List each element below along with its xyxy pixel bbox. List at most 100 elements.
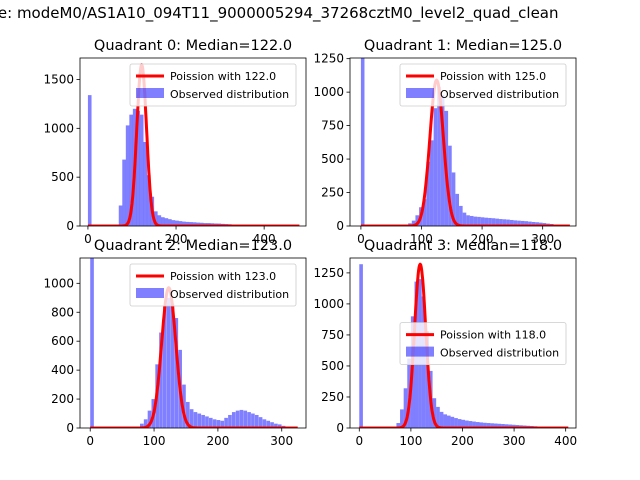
quadrant-1-hist-bar <box>520 220 525 226</box>
quadrant-2-hist-bar <box>239 409 244 428</box>
quadrant-2-title: Quadrant 2: Median=123.0 <box>94 238 292 254</box>
quadrant-1-hist-bar <box>473 216 478 226</box>
quadrant-2-xtick-label: 200 <box>206 434 229 448</box>
quadrant-0-legend-label-observed: Observed distribution <box>170 88 289 101</box>
quadrant-3-hist-bar <box>508 424 513 428</box>
quadrant-1-legend-label-observed: Observed distribution <box>440 88 559 101</box>
quadrant-3-legend-box <box>399 322 567 366</box>
quadrant-0-hist-bar <box>189 222 193 226</box>
figure-suptitle: n file: modeM0/AS1A10_094T11_9000005294_… <box>0 4 559 22</box>
quadrant-0-axes-frame <box>79 57 307 227</box>
quadrant-3-ytick-label: 1250 <box>313 266 344 280</box>
quadrant-0-hist-bar <box>129 114 133 226</box>
quadrant-1-hist-bar <box>517 220 521 226</box>
quadrant-2-legend-box <box>129 263 297 307</box>
quadrant-2-hist-bar <box>251 413 255 428</box>
quadrant-1-hist-bar <box>433 108 438 226</box>
quadrant-1-hist-bar <box>477 216 481 226</box>
quadrant-0-hist-bar <box>171 220 176 226</box>
quadrant-1-hist-bar <box>411 220 416 226</box>
quadrant-0-title: Quadrant 0: Median=122.0 <box>94 38 292 54</box>
quadrant-3-hist-bar <box>396 423 401 428</box>
quadrant-2-hist-bar <box>231 412 236 428</box>
quadrant-1-ytick-label: 1250 <box>313 52 344 66</box>
quadrant-3-hist-bar <box>359 264 363 428</box>
quadrant-3-hist-bar <box>450 416 455 428</box>
quadrant-1-hist-bar <box>524 221 529 226</box>
quadrant-0-legend-box <box>129 63 297 107</box>
quadrant-2-hist-bar <box>212 419 217 428</box>
quadrant-3-axes-frame <box>349 257 577 429</box>
quadrant-3-xtick-label: 300 <box>503 434 526 448</box>
quadrant-3-title: Quadrant 3: Median=118.0 <box>364 238 562 254</box>
quadrant-0-ytick-label: 0 <box>66 219 74 233</box>
quadrant-1-hist-bar <box>488 217 492 226</box>
quadrant-2-legend-label-observed: Observed distribution <box>170 288 289 301</box>
quadrant-1-hist-bar <box>502 219 507 226</box>
quadrant-0-legend-label-poisson: Poission with 122.0 <box>170 70 276 83</box>
quadrant-0-hist-bar <box>182 221 186 226</box>
quadrant-0-hist-bar <box>199 222 204 226</box>
quadrant-0-xtick-label: 200 <box>165 232 188 246</box>
quadrant-2-ytick-label: 800 <box>51 305 74 319</box>
quadrant-3-hist-bar <box>457 419 462 428</box>
quadrant-3-hist-bar <box>454 418 458 428</box>
quadrant-3-hist-bar <box>439 411 444 428</box>
quadrant-0-xtick-label: 400 <box>253 232 276 246</box>
quadrant-3-hist-bar <box>475 422 480 428</box>
quadrant-3-xtick-label: 100 <box>399 434 422 448</box>
quadrant-0-xtick-label: 0 <box>84 232 92 246</box>
quadrant-0-hist-bar <box>146 175 151 226</box>
quadrant-1-hist-bar <box>422 199 427 226</box>
quadrant-0-hist-bar <box>161 217 165 226</box>
quadrant-3-hist-bar <box>497 423 502 428</box>
quadrant-1-ytick-label: 0 <box>336 219 344 233</box>
quadrant-1-hist-bar <box>448 145 452 226</box>
quadrant-1-hist-bar <box>455 193 460 226</box>
quadrant-0-hist-bar <box>157 215 162 226</box>
quadrant-0-hist-bar <box>139 114 144 226</box>
quadrant-3-hist-bar <box>443 414 448 428</box>
quadrant-2-legend-bar-swatch <box>136 288 164 298</box>
quadrant-1-hist-bar <box>528 221 532 226</box>
quadrant-3-hist-bar <box>432 398 437 428</box>
quadrant-3-legend-bar-swatch <box>406 346 434 357</box>
quadrant-1-xtick-label: 100 <box>410 232 433 246</box>
quadrant-1-panel: 0 100 200 300 0 250 500 750 1000 1250 Quadrant 1: … <box>313 38 577 246</box>
quadrant-3-panel: 0 100 200 300 400 0 250 500 750 1000 1250 Quadrant … <box>313 238 577 448</box>
quadrant-0-hist-bar <box>125 125 130 226</box>
quadrant-0-hist-bar <box>178 221 183 226</box>
quadrant-0-hist-bar <box>118 205 123 226</box>
quadrant-0-ytick-label: 1000 <box>43 121 74 135</box>
quadrant-1-hist-bar <box>426 161 430 226</box>
quadrant-3-hist-bar <box>479 422 484 428</box>
quadrant-1-axes-frame <box>349 57 577 227</box>
quadrant-1-hist-bar <box>429 140 434 226</box>
quadrant-2-hist-bar <box>266 420 271 428</box>
quadrant-1-hist-bar <box>440 94 445 226</box>
quadrant-1-hist-bar <box>531 221 536 226</box>
quadrant-2-xtick-label: 300 <box>270 434 293 448</box>
quadrant-1-xtick-label: 300 <box>531 232 554 246</box>
quadrant-3-legend-label-poisson: Poission with 118.0 <box>440 329 546 342</box>
quadrant-1-hist-bar <box>499 219 503 226</box>
quadrant-2-hist-bar <box>189 409 194 428</box>
quadrant-2-hist-bar <box>90 258 94 428</box>
quadrant-0-hist-bar <box>164 218 169 226</box>
quadrant-3-hist-bar <box>425 331 429 428</box>
quadrant-2-hist-bar <box>224 417 228 428</box>
quadrant-2-xtick-label: 100 <box>143 434 166 448</box>
quadrant-1-hist-bar <box>360 58 365 226</box>
quadrant-2-hist-bar <box>254 414 259 428</box>
quadrant-1-hist-bar <box>539 222 543 226</box>
quadrant-2-hist-bar <box>159 332 163 428</box>
quadrant-1-xtick-label: 0 <box>357 232 365 246</box>
quadrant-2-hist-bar <box>235 410 240 428</box>
quadrant-2-hist-bar <box>201 414 205 428</box>
quadrant-2-hist-bar <box>220 420 225 428</box>
quadrant-3-hist-bar <box>490 423 494 428</box>
quadrant-2-hist-bar <box>274 423 278 428</box>
quadrant-3-hist-bar <box>468 421 473 428</box>
quadrant-2-hist-bar <box>243 410 248 428</box>
quadrant-3-hist-bar <box>447 415 451 428</box>
